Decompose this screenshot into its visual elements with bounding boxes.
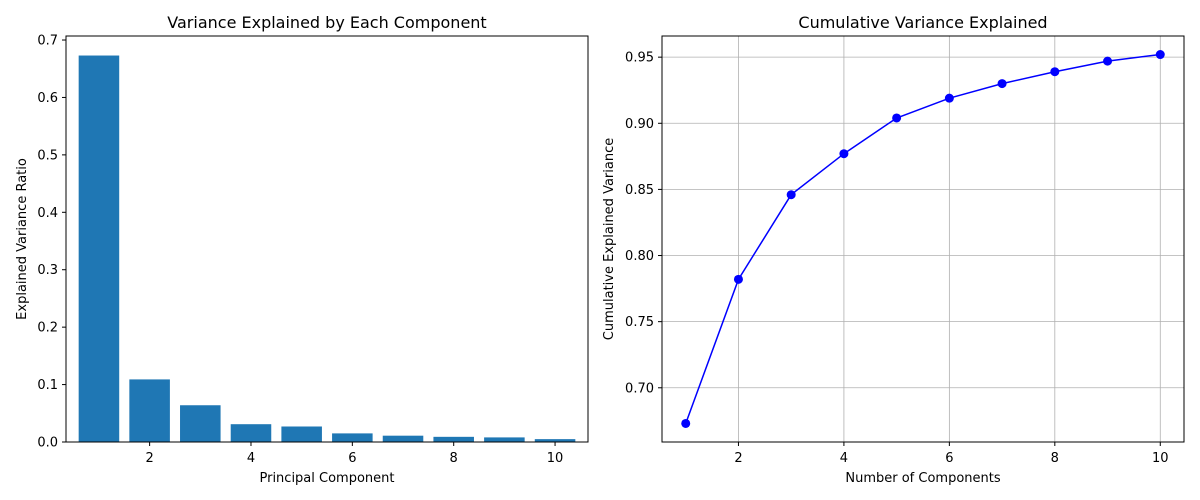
line-chart-panel: Cumulative Variance Explained Number of … <box>602 13 1185 486</box>
data-point-6 <box>944 93 954 103</box>
data-point-1 <box>681 418 691 428</box>
bar-chart-y-axis-label: Explained Variance Ratio <box>15 158 30 320</box>
bar-component-4 <box>230 424 272 442</box>
bar-chart-x-axis-label: Principal Component <box>259 471 394 486</box>
x-tick-label: 10 <box>547 451 564 466</box>
bar-component-8 <box>433 436 474 442</box>
y-tick-label: 0.1 <box>37 378 58 393</box>
bar-component-1 <box>78 55 120 443</box>
y-tick-label: 0.90 <box>625 117 654 132</box>
y-tick-label: 0.7 <box>37 34 58 49</box>
y-tick-label: 0.2 <box>37 321 58 336</box>
x-tick-label: 8 <box>1051 451 1059 466</box>
data-point-10 <box>1155 50 1165 60</box>
data-point-3 <box>786 190 796 200</box>
line-chart-y-axis-label: Cumulative Explained Variance <box>602 138 617 340</box>
y-tick-label: 0.95 <box>625 51 654 66</box>
y-tick-label: 0.70 <box>625 381 654 396</box>
bar-component-3 <box>180 405 221 442</box>
y-tick-label: 0.4 <box>37 206 58 221</box>
y-tick-label: 0.6 <box>37 91 58 106</box>
x-tick-label: 10 <box>1152 451 1169 466</box>
data-point-7 <box>997 79 1007 89</box>
line-chart-ticks: 2 4 6 8 10 0.70 0.75 0.80 0.85 0.90 0.95 <box>625 51 1168 466</box>
line-chart-axes-frame <box>661 35 1185 443</box>
data-point-8 <box>1050 67 1060 77</box>
line-chart-series <box>681 50 1165 428</box>
bar-component-2 <box>129 379 170 442</box>
bar-chart-bars <box>78 55 576 443</box>
x-tick-label: 4 <box>840 451 848 466</box>
data-point-5 <box>892 113 902 123</box>
x-tick-label: 6 <box>348 451 356 466</box>
data-point-9 <box>1103 56 1113 66</box>
line-chart-grid <box>662 36 1184 442</box>
bar-chart-axes-frame <box>65 35 589 443</box>
x-tick-label: 6 <box>945 451 953 466</box>
data-point-2 <box>733 274 743 284</box>
bar-component-10 <box>534 439 576 442</box>
x-tick-label: 8 <box>450 451 458 466</box>
bar-component-5 <box>281 426 322 442</box>
y-tick-label: 0.3 <box>37 263 58 278</box>
bar-chart-panel: Variance Explained by Each Component Pri… <box>15 13 589 486</box>
cumulative-variance-line <box>685 53 1161 424</box>
x-tick-label: 4 <box>247 451 255 466</box>
y-tick-label: 0.5 <box>37 148 58 163</box>
bar-component-6 <box>332 433 373 442</box>
x-tick-label: 2 <box>145 451 153 466</box>
line-chart-x-axis-label: Number of Components <box>845 471 1000 486</box>
bar-component-7 <box>382 435 424 442</box>
x-tick-label: 2 <box>734 451 742 466</box>
y-tick-label: 0.0 <box>37 436 58 451</box>
bar-component-9 <box>484 437 525 442</box>
bar-chart-title: Variance Explained by Each Component <box>167 13 486 32</box>
y-tick-label: 0.80 <box>625 249 654 264</box>
data-point-4 <box>839 149 849 159</box>
y-tick-label: 0.75 <box>625 315 654 330</box>
y-tick-label: 0.85 <box>625 183 654 198</box>
line-chart-title: Cumulative Variance Explained <box>798 13 1047 32</box>
bar-chart-ticks: 2 4 6 8 10 0.0 0.1 0.2 0.3 0.4 0.5 0.6 0.7 <box>37 34 563 466</box>
